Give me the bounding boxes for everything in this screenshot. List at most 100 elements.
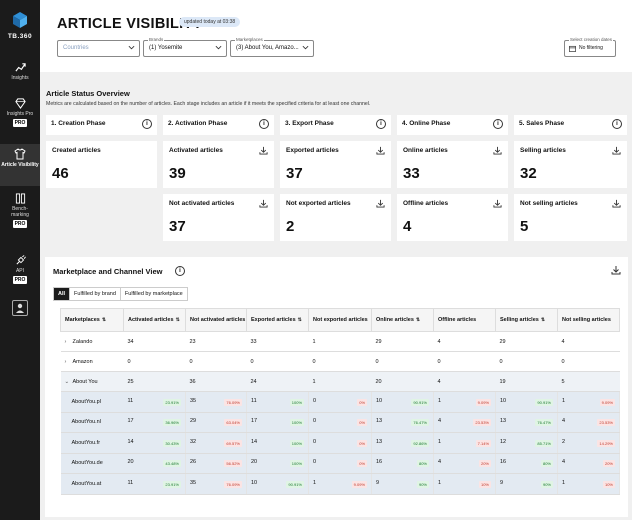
nav-benchmarking[interactable]: Bench-marking PRO	[0, 193, 40, 228]
table-cell: 1 9.09%	[557, 391, 620, 413]
download-icon[interactable]	[611, 265, 621, 275]
column-header[interactable]: Exported articles ⇅	[246, 308, 309, 332]
download-icon[interactable]	[493, 146, 502, 155]
fulfillment-toggle: All Fulfilled by brand Fulfilled by mark…	[53, 287, 188, 301]
percent-badge: 9.09%	[351, 480, 367, 488]
card-offline-articles: Offline articles 4	[397, 194, 508, 241]
logo[interactable]: TB.360	[0, 12, 40, 40]
percent-badge: 63.04%	[224, 419, 242, 427]
countries-select[interactable]: Countries	[57, 40, 140, 57]
sort-icon[interactable]: ⇅	[415, 317, 421, 323]
column-header[interactable]: Selling articles ⇅	[495, 308, 558, 332]
cell-value: 0	[313, 459, 317, 466]
marketplaces-select[interactable]: Marketplaces (3) About You, Amazo...	[230, 37, 314, 57]
tab-all[interactable]: All	[54, 288, 71, 300]
download-icon[interactable]	[612, 199, 621, 208]
nav-article-visibility[interactable]: Article Visibility	[0, 144, 40, 186]
download-icon[interactable]	[259, 199, 268, 208]
card-label: Online articles	[403, 147, 448, 154]
download-icon[interactable]	[376, 199, 385, 208]
phase-title: 3. Export Phase	[285, 120, 334, 127]
marketplace-view: Marketplace and Channel View i All Fulfi…	[45, 257, 628, 517]
table-cell: 1 10%	[557, 473, 620, 495]
table-cell: 32 69.57%	[185, 432, 247, 454]
table-cell: 20 100%	[246, 453, 309, 474]
download-icon[interactable]	[612, 146, 621, 155]
user-account-button[interactable]	[12, 300, 28, 316]
column-header[interactable]: Marketplaces ⇅	[60, 308, 124, 332]
creation-dates-select[interactable]: Select creation dates No filtering	[564, 37, 616, 57]
table-cell: 4 20%	[557, 453, 620, 474]
column-header[interactable]: Online articles ⇅	[371, 308, 434, 332]
marketplaces-caption: Marketplaces	[235, 37, 264, 42]
chevron-down-icon[interactable]: ⌄	[64, 378, 70, 385]
nav-insights-label: Insights	[11, 75, 29, 81]
percent-badge: 76.09%	[224, 398, 242, 406]
column-header-label: Not activated articles	[190, 317, 246, 323]
info-icon[interactable]: i	[259, 119, 269, 129]
tab-fulfilled-by-brand[interactable]: Fulfilled by brand	[70, 288, 121, 300]
tab-fulfilled-by-marketplace[interactable]: Fulfilled by marketplace	[120, 288, 187, 300]
percent-badge: 23.53%	[473, 419, 491, 427]
percent-badge: 0%	[357, 398, 367, 406]
column-header[interactable]: Activated articles ⇅	[123, 308, 186, 332]
nav-insights[interactable]: Insights	[0, 62, 40, 81]
download-icon[interactable]	[259, 146, 268, 155]
brands-select[interactable]: Brands (1) Yosemite	[143, 37, 227, 57]
table-row[interactable]: › Zalando 34 23 33 1 29 4 29 4	[60, 331, 620, 352]
percent-badge: 100%	[289, 460, 304, 468]
column-header[interactable]: Not selling articles	[557, 308, 620, 332]
table-row[interactable]: ⌄ About You 25 36 24 1 20 4 19 5	[60, 371, 620, 392]
cell-value: 32	[190, 438, 197, 445]
column-header[interactable]: Not activated articles	[185, 308, 247, 332]
download-icon[interactable]	[376, 146, 385, 155]
cell-value: 0	[313, 397, 317, 404]
sort-icon[interactable]: ⇅	[297, 317, 302, 323]
card-label: Exported articles	[286, 147, 339, 154]
column-header-label: Activated articles	[128, 317, 174, 323]
info-icon[interactable]: i	[493, 119, 503, 129]
card-value: 32	[520, 165, 537, 182]
marketplace-view-title: Marketplace and Channel View	[53, 267, 163, 276]
percent-badge: 90.91%	[286, 480, 304, 488]
cell-value: 1	[438, 438, 442, 445]
chevron-right-icon[interactable]: ›	[64, 358, 67, 365]
card-value: 37	[286, 165, 303, 182]
percent-badge: 20%	[602, 460, 615, 468]
chevron-right-icon[interactable]: ›	[64, 338, 67, 345]
sort-icon[interactable]: ⇅	[540, 317, 546, 323]
cell-value: 1	[312, 378, 316, 385]
cell-value: 25	[127, 378, 134, 385]
info-icon[interactable]: i	[612, 119, 622, 129]
table-row[interactable]: › Amazon 0 0 0 0 0 0 0 0	[60, 351, 620, 372]
nav-benchmarking-label: Bench-marking	[11, 206, 29, 218]
column-header-label: Not exported articles	[313, 317, 368, 323]
info-icon[interactable]: i	[175, 266, 185, 276]
percent-badge: 23.53%	[597, 419, 615, 427]
chevron-down-icon	[215, 45, 222, 50]
bench-icon	[15, 193, 25, 204]
sort-icon[interactable]: ⇅	[175, 317, 180, 323]
percent-badge: 10%	[602, 480, 615, 488]
marketplace-table: Marketplaces ⇅ Activated articles ⇅ Not acti…	[60, 308, 620, 495]
nav-api[interactable]: API PRO	[0, 255, 40, 284]
percent-badge: 92.86%	[411, 439, 429, 447]
cell-value: 5	[561, 378, 565, 385]
cell-value: 0	[312, 358, 316, 365]
card-value: 2	[286, 218, 295, 235]
download-icon[interactable]	[493, 199, 502, 208]
table-cell: 0 0%	[308, 391, 372, 413]
table-cell: 4	[433, 331, 496, 352]
marketplace-name-cell: › Zalando	[60, 331, 124, 352]
info-icon[interactable]: i	[142, 119, 152, 129]
column-header[interactable]: Not exported articles	[308, 308, 372, 332]
cell-value: 1	[312, 338, 316, 345]
column-header[interactable]: Offline articles	[433, 308, 496, 332]
sort-icon[interactable]: ⇅	[101, 317, 107, 323]
percent-badge: 80%	[416, 460, 429, 468]
percent-badge: 69.57%	[224, 439, 242, 447]
cell-value: 0	[313, 418, 317, 425]
nav-insights-pro[interactable]: Insights Pro PRO	[0, 98, 40, 127]
info-icon[interactable]: i	[376, 119, 386, 129]
cell-value: 20	[127, 459, 134, 466]
